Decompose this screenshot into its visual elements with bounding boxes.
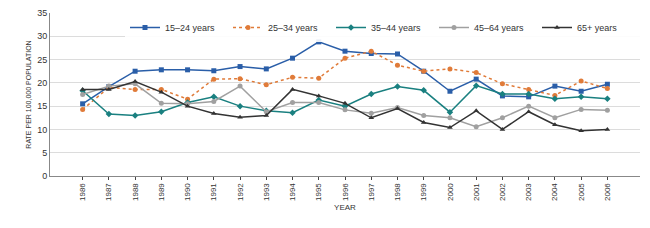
svg-text:1999: 1999 [419,183,428,201]
svg-text:1994: 1994 [288,183,297,201]
svg-text:10: 10 [37,125,47,135]
svg-text:2000: 2000 [446,183,455,201]
svg-text:1987: 1987 [104,183,113,201]
svg-text:35: 35 [37,8,47,18]
svg-text:1996: 1996 [341,183,350,201]
svg-text:65+ years: 65+ years [577,23,617,33]
svg-text:25: 25 [37,55,47,65]
svg-text:30: 30 [37,31,47,41]
svg-text:1986: 1986 [78,183,87,201]
svg-text:45–64 years: 45–64 years [474,23,524,33]
svg-text:1998: 1998 [393,183,402,201]
svg-text:2004: 2004 [551,183,560,201]
svg-text:2006: 2006 [603,183,612,201]
svg-text:1991: 1991 [209,183,218,201]
svg-text:YEAR: YEAR [334,203,356,212]
svg-text:2002: 2002 [498,183,507,201]
svg-text:1990: 1990 [183,183,192,201]
svg-text:15: 15 [37,101,47,111]
svg-text:2005: 2005 [577,183,586,201]
svg-text:2001: 2001 [472,183,481,201]
svg-text:1989: 1989 [157,183,166,201]
svg-text:15–24 years: 15–24 years [165,23,215,33]
svg-text:1997: 1997 [367,183,376,201]
svg-text:25–34 years: 25–34 years [268,23,318,33]
svg-text:20: 20 [37,78,47,88]
svg-text:0: 0 [42,171,47,181]
svg-text:2003: 2003 [524,183,533,201]
svg-text:1992: 1992 [236,183,245,201]
svg-text:5: 5 [42,148,47,158]
svg-text:35–44 years: 35–44 years [371,23,421,33]
svg-text:1995: 1995 [314,183,323,201]
svg-text:1993: 1993 [262,183,271,201]
svg-text:1988: 1988 [131,183,140,201]
svg-text:RATE PER 100,000 POPULATION: RATE PER 100,000 POPULATION [25,40,32,148]
